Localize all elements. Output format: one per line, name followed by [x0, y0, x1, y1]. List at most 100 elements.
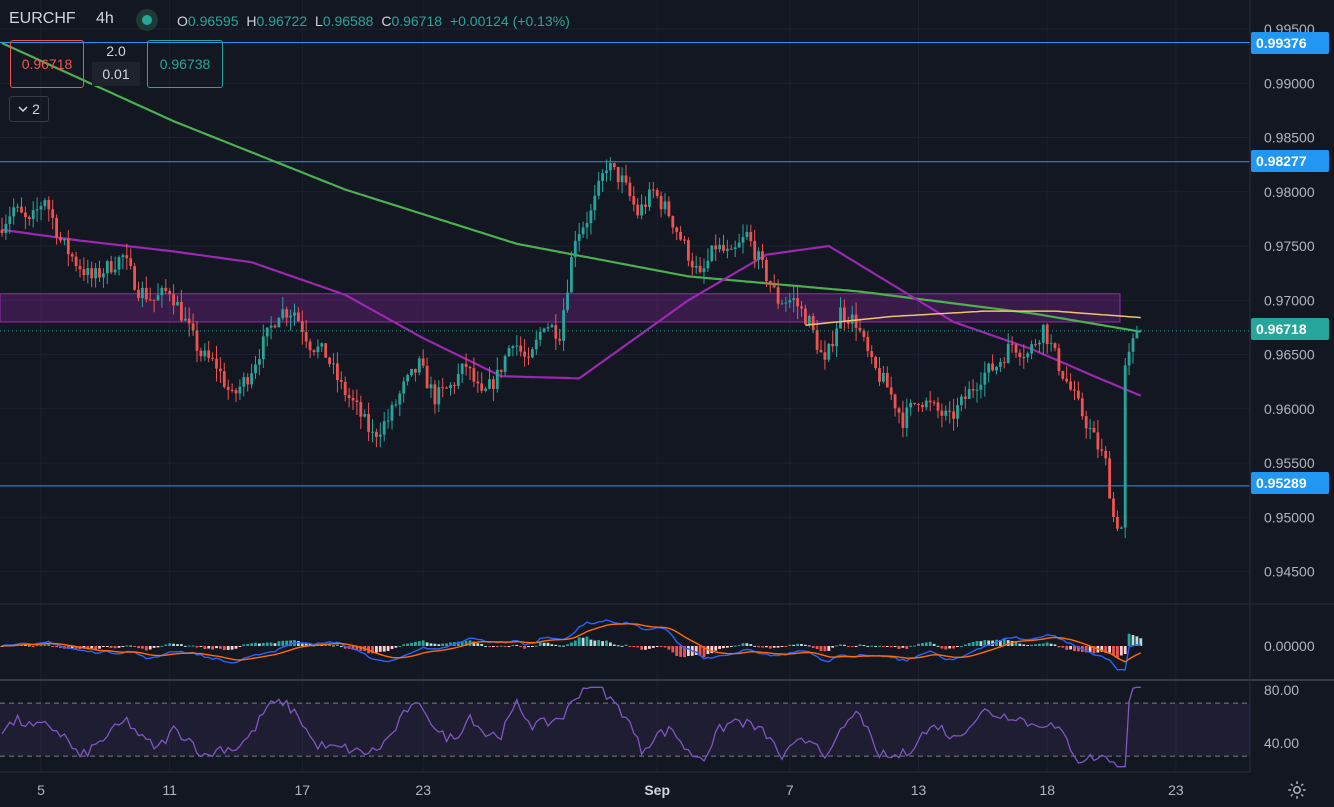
candle-body-2 [8, 216, 12, 224]
candle-body-265 [1034, 344, 1037, 346]
candle-body-11 [43, 200, 47, 207]
macd-histogram-bar-142 [554, 644, 558, 646]
macd-histogram-bar-24 [94, 646, 97, 650]
buy-button[interactable]: 0.96738 [147, 40, 223, 88]
candle-body-66 [258, 359, 261, 365]
indicators-toggle-button[interactable]: 2 [9, 96, 49, 122]
candle-body-198 [772, 285, 776, 288]
candle-body-84 [328, 357, 331, 365]
macd-histogram-bar-144 [562, 645, 565, 647]
macd-histogram-bar-90 [351, 646, 355, 650]
macd-histogram-bar-137 [534, 645, 538, 647]
macd-histogram-bar-196 [765, 646, 768, 648]
candle-body-283 [1104, 450, 1108, 459]
supply-zone-rectangle[interactable] [0, 293, 1121, 323]
macd-histogram-bar-34 [133, 646, 136, 647]
macd-histogram-bar-115 [449, 642, 452, 646]
time-tick-label: 11 [162, 782, 177, 798]
candle-body-109 [425, 365, 429, 389]
macd-histogram-bar-263 [1026, 644, 1030, 646]
macd-histogram-bar-194 [757, 646, 760, 648]
macd-histogram-bar-29 [113, 646, 117, 649]
candle-body-68 [265, 327, 269, 337]
candle-body-102 [398, 393, 402, 405]
candle-body-245 [956, 405, 959, 419]
candle-body-153 [597, 180, 601, 196]
macd-histogram-bar-28 [109, 646, 113, 648]
candle-body-19 [74, 256, 78, 267]
price-scale[interactable]: 0.995000.990000.985000.980000.975000.970… [1264, 21, 1315, 751]
candle-body-175 [683, 239, 686, 241]
macd-histogram-bar-239 [932, 643, 936, 646]
rsi-tick-label: 80.00 [1264, 682, 1299, 698]
macd-histogram-bar-31 [121, 646, 125, 648]
candle-body-74 [289, 315, 292, 318]
macd-histogram-bar-211 [823, 646, 827, 652]
macd-histogram-bar-13 [51, 646, 55, 647]
candle-body-217 [846, 320, 850, 324]
candle-body-178 [694, 266, 698, 268]
high-label: H [246, 13, 257, 29]
macd-histogram-bar-148 [577, 637, 581, 646]
candle-body-62 [242, 377, 246, 387]
candle-body-232 [905, 407, 909, 428]
sell-button[interactable]: 0.96718 [10, 40, 84, 88]
low-value: 0.96588 [322, 13, 374, 29]
candle-body-25 [98, 268, 101, 278]
candle-body-49 [191, 323, 195, 331]
candle-body-236 [921, 405, 924, 408]
macd-histogram-bar-205 [800, 644, 803, 646]
candle-body-32 [125, 255, 129, 259]
candle-body-8 [31, 210, 35, 219]
macd-histogram-bar-272 [1061, 646, 1065, 648]
macd-histogram-bar-118 [460, 641, 464, 646]
macd-histogram-bar-102 [398, 645, 402, 647]
spread-value: 2.0 [106, 43, 126, 59]
horizontal-lines[interactable] [0, 41, 1250, 487]
candle-body-91 [355, 400, 359, 403]
candle-body-193 [753, 241, 757, 260]
macd-histogram-bar-262 [1022, 644, 1026, 646]
candle-body-231 [901, 412, 905, 428]
macd-histogram-bar-84 [328, 643, 331, 646]
candle-body-73 [285, 309, 289, 318]
candle-body-99 [386, 420, 390, 422]
gear-icon[interactable] [1286, 779, 1308, 801]
macd-histogram-bar-270 [1053, 644, 1057, 646]
candle-body-256 [999, 362, 1002, 367]
macd-histogram-bar-49 [191, 645, 195, 647]
symbol-name[interactable]: EURCHF [9, 10, 76, 27]
macd-histogram-bar-97 [378, 646, 382, 652]
quantity-input[interactable]: 0.01 [92, 62, 140, 86]
candle-body-158 [616, 167, 620, 183]
candle-body-215 [839, 307, 842, 329]
candle-body-111 [433, 384, 437, 405]
macd-histogram-bar-60 [234, 646, 238, 649]
macd-histogram-bar-193 [753, 645, 757, 647]
macd-histogram-bar-213 [831, 646, 835, 648]
candle-body-163 [636, 204, 640, 216]
rsi-pane [0, 686, 1250, 768]
macd-histogram-bar-233 [909, 645, 913, 647]
candle-body-104 [406, 375, 409, 382]
macd-histogram-bar-128 [499, 645, 503, 647]
time-axis[interactable]: 5 11 17 23 Sep 7 13 18 23 [37, 782, 1184, 798]
time-tick-label: 23 [415, 782, 431, 798]
timeframe-label[interactable]: 4h [96, 10, 114, 27]
macd-histogram-bar-9 [35, 645, 39, 647]
macd-histogram-bar-169 [659, 646, 663, 647]
candle-body-30 [117, 257, 121, 270]
candle-body-285 [1112, 498, 1115, 517]
candle-body-280 [1092, 427, 1096, 433]
candle-body-229 [893, 394, 897, 409]
macd-histogram-bar-160 [624, 644, 628, 646]
macd-histogram-bar-246 [960, 645, 963, 647]
candle-body-45 [176, 301, 179, 306]
macd-histogram-bar-241 [940, 646, 944, 649]
candle-body-162 [632, 196, 636, 205]
macd-histogram-bar-158 [616, 645, 620, 647]
candle-body-135 [527, 356, 530, 358]
macd-histogram-bar-37 [144, 646, 148, 651]
macd-histogram-bar-63 [246, 644, 250, 646]
